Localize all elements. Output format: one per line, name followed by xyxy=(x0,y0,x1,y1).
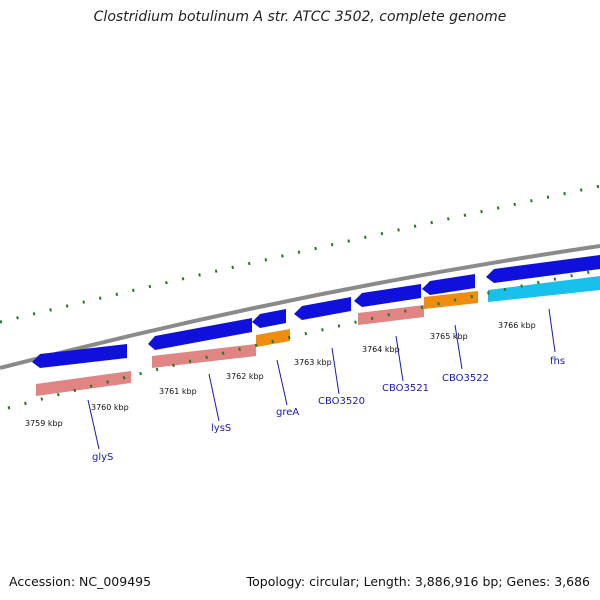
CBO3522-cds-arrow[interactable] xyxy=(422,274,475,295)
outer-tick-track xyxy=(0,184,600,324)
gene-labels: glyS lysS greA CBO3520 CBO3521 CBO3522 f… xyxy=(92,356,565,463)
lysS-leader-line xyxy=(208,373,220,422)
position-label: 3765 kbp xyxy=(430,332,468,341)
gene-label-greA[interactable]: greA xyxy=(276,407,299,418)
greA-feature-bar[interactable] xyxy=(256,329,290,347)
gene-label-CBO3521[interactable]: CBO3521 xyxy=(382,383,429,394)
position-label: 3764 kbp xyxy=(362,345,400,354)
greA-leader-line xyxy=(276,359,288,406)
fhs-leader-line xyxy=(548,308,556,353)
position-label: 3763 kbp xyxy=(294,358,332,367)
gene-leader-lines xyxy=(87,308,556,450)
position-label: 3760 kbp xyxy=(91,403,129,412)
position-label: 3759 kbp xyxy=(25,419,63,428)
glyS-feature-bar[interactable] xyxy=(36,371,131,396)
gene-label-CBO3520[interactable]: CBO3520 xyxy=(318,396,365,407)
topology-text: Topology: circular; Length: 3,886,916 bp… xyxy=(246,574,590,589)
fhs-cds-arrow[interactable] xyxy=(486,255,600,283)
CBO3520-cds-arrow[interactable] xyxy=(294,297,351,320)
CBO3521-feature-bar[interactable] xyxy=(358,305,424,325)
gene-label-CBO3522[interactable]: CBO3522 xyxy=(442,373,489,384)
genome-backbone xyxy=(0,244,600,370)
position-label: 3766 kbp xyxy=(498,321,536,330)
CBO3522-feature-bar[interactable] xyxy=(424,291,478,309)
forward-cds-track xyxy=(32,255,600,368)
gene-label-lysS[interactable]: lysS xyxy=(211,423,231,434)
gene-label-glyS[interactable]: glyS xyxy=(92,452,113,463)
glyS-cds-arrow[interactable] xyxy=(32,344,127,368)
page-title: Clostridium botulinum A str. ATCC 3502, … xyxy=(93,9,507,25)
CBO3520-leader-line xyxy=(331,347,340,395)
fhs-feature-bar[interactable] xyxy=(488,276,600,302)
gene-label-fhs[interactable]: fhs xyxy=(550,356,565,367)
position-labels: 3759 kbp 3760 kbp 3761 kbp 3762 kbp 3763… xyxy=(25,321,536,428)
lysS-cds-arrow[interactable] xyxy=(148,318,252,350)
position-label: 3762 kbp xyxy=(226,372,264,381)
CBO3521-leader-line xyxy=(395,335,404,382)
accession-text: Accession: NC_009495 xyxy=(9,574,152,589)
position-label: 3761 kbp xyxy=(159,387,197,396)
CBO3522-leader-line xyxy=(454,324,463,370)
lysS-feature-bar[interactable] xyxy=(152,344,256,368)
glyS-leader-line xyxy=(87,399,100,450)
CBO3521-cds-arrow[interactable] xyxy=(354,284,421,307)
greA-cds-arrow[interactable] xyxy=(252,309,286,328)
feature-track xyxy=(36,276,600,396)
